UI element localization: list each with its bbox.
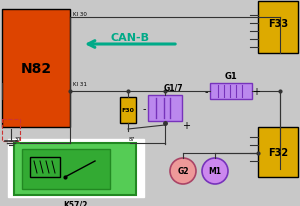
Bar xyxy=(2,119,20,141)
Text: +: + xyxy=(252,87,260,97)
Text: F33: F33 xyxy=(268,19,288,29)
Text: KI 30: KI 30 xyxy=(73,12,87,17)
Bar xyxy=(22,149,110,189)
Text: M1: M1 xyxy=(208,167,221,176)
Bar xyxy=(8,139,144,197)
Bar xyxy=(258,2,298,54)
Text: F30: F30 xyxy=(122,108,134,113)
Bar xyxy=(14,143,136,195)
Text: G1/7: G1/7 xyxy=(163,84,183,92)
Bar xyxy=(30,157,60,177)
Text: G1: G1 xyxy=(225,72,237,81)
Text: -: - xyxy=(204,87,208,97)
Bar xyxy=(2,10,70,127)
Bar xyxy=(210,84,252,99)
Text: 30: 30 xyxy=(15,136,21,141)
Text: 87: 87 xyxy=(129,136,135,141)
Bar xyxy=(148,96,182,121)
Bar xyxy=(120,97,136,123)
Bar xyxy=(258,127,298,177)
Text: KI 31: KI 31 xyxy=(73,82,87,87)
Circle shape xyxy=(170,158,196,184)
Text: CAN-B: CAN-B xyxy=(110,33,149,43)
Text: +: + xyxy=(182,121,190,130)
Text: G2: G2 xyxy=(177,167,189,176)
Text: -: - xyxy=(142,103,146,114)
Text: K57/2: K57/2 xyxy=(63,200,87,206)
Text: N82: N82 xyxy=(20,62,52,76)
Circle shape xyxy=(202,158,228,184)
Text: F32: F32 xyxy=(268,147,288,157)
